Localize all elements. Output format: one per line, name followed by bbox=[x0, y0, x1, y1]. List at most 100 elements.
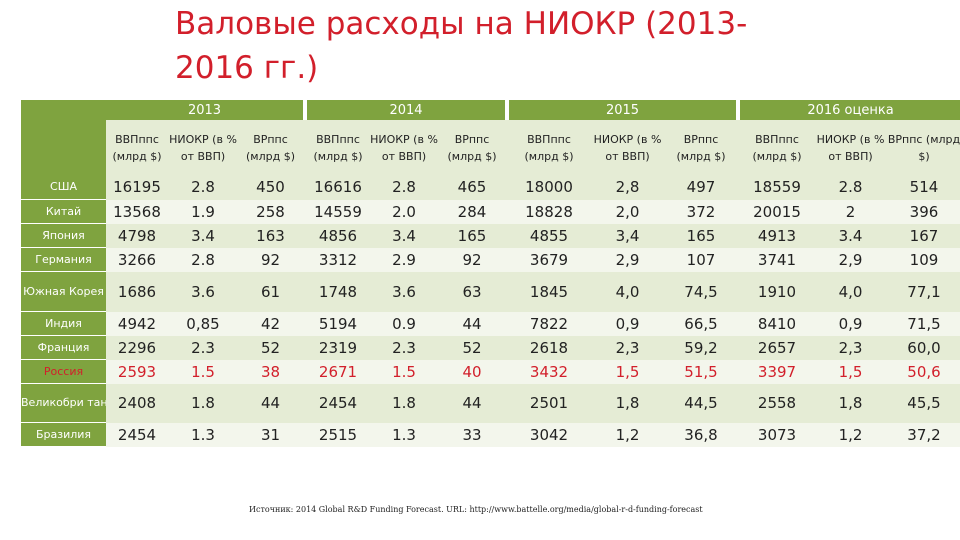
value-cell: 1.8 bbox=[369, 383, 439, 423]
value-cell: 1,2 bbox=[814, 422, 887, 447]
column-gap bbox=[303, 311, 307, 336]
column-gap bbox=[505, 120, 509, 175]
column-gap bbox=[303, 223, 307, 248]
column-gap bbox=[303, 422, 307, 447]
value-cell: 7822 bbox=[509, 311, 589, 336]
value-cell: 2408 bbox=[106, 383, 168, 423]
value-cell: 3,4 bbox=[589, 223, 666, 248]
value-cell: 3.4 bbox=[168, 223, 238, 248]
value-cell: 4913 bbox=[740, 223, 814, 248]
value-cell: 3266 bbox=[106, 247, 168, 272]
source-note: Источник: 2014 Global R&D Funding Foreca… bbox=[249, 505, 703, 514]
value-cell: 1686 bbox=[106, 271, 168, 312]
column-gap bbox=[505, 359, 509, 384]
column-gap bbox=[736, 223, 740, 248]
value-cell: 2558 bbox=[740, 383, 814, 423]
column-gap bbox=[505, 422, 509, 447]
column-header: НИОКР (в % от ВВП) bbox=[814, 120, 887, 175]
value-cell: 44 bbox=[439, 383, 505, 423]
value-cell: 165 bbox=[666, 223, 736, 248]
column-gap bbox=[736, 175, 740, 200]
value-cell: 4942 bbox=[106, 311, 168, 336]
column-header: ВВПппс (млрд $) bbox=[106, 120, 168, 175]
value-cell: 44,5 bbox=[666, 383, 736, 423]
value-cell: 3.4 bbox=[814, 223, 887, 248]
column-gap bbox=[303, 335, 307, 360]
column-gap bbox=[505, 175, 509, 200]
value-cell: 0.9 bbox=[369, 311, 439, 336]
value-cell: 2515 bbox=[307, 422, 369, 447]
value-cell: 2.0 bbox=[369, 199, 439, 224]
value-cell: 2.9 bbox=[369, 247, 439, 272]
value-cell: 2.8 bbox=[168, 175, 238, 200]
value-cell: 165 bbox=[439, 223, 505, 248]
value-cell: 497 bbox=[666, 175, 736, 200]
column-gap bbox=[303, 271, 307, 312]
column-gap bbox=[303, 175, 307, 200]
value-cell: 42 bbox=[238, 311, 303, 336]
value-cell: 4856 bbox=[307, 223, 369, 248]
value-cell: 2 bbox=[814, 199, 887, 224]
value-cell: 74,5 bbox=[666, 271, 736, 312]
value-cell: 163 bbox=[238, 223, 303, 248]
column-gap bbox=[736, 335, 740, 360]
table-row: Германия 3266 2.8 92 3312 2.9 92 3679 2,9 107 3741… bbox=[21, 247, 960, 272]
value-cell: 2,3 bbox=[814, 335, 887, 360]
value-cell: 0,9 bbox=[589, 311, 666, 336]
value-cell: 18559 bbox=[740, 175, 814, 200]
value-cell: 1,8 bbox=[814, 383, 887, 423]
value-cell: 77,1 bbox=[887, 271, 960, 312]
value-cell: 2.8 bbox=[168, 247, 238, 272]
country-label: Россия bbox=[21, 359, 106, 384]
value-cell: 0,9 bbox=[814, 311, 887, 336]
value-cell: 2,3 bbox=[589, 335, 666, 360]
value-cell: 167 bbox=[887, 223, 960, 248]
value-cell: 13568 bbox=[106, 199, 168, 224]
column-gap bbox=[736, 100, 740, 120]
value-cell: 8410 bbox=[740, 311, 814, 336]
subheader-corner bbox=[21, 120, 106, 175]
table-row: Россия 2593 1.5 38 2671 1.5 40 3432 1,5 51,5 3397 1… bbox=[21, 359, 960, 384]
value-cell: 20015 bbox=[740, 199, 814, 224]
value-cell: 514 bbox=[887, 175, 960, 200]
header-corner bbox=[21, 100, 106, 120]
value-cell: 1,5 bbox=[814, 359, 887, 384]
value-cell: 107 bbox=[666, 247, 736, 272]
value-cell: 44 bbox=[439, 311, 505, 336]
column-gap bbox=[505, 247, 509, 272]
value-cell: 2,9 bbox=[589, 247, 666, 272]
value-cell: 2,0 bbox=[589, 199, 666, 224]
column-gap bbox=[736, 359, 740, 384]
value-cell: 31 bbox=[238, 422, 303, 447]
value-cell: 4,0 bbox=[814, 271, 887, 312]
value-cell: 92 bbox=[439, 247, 505, 272]
value-cell: 2.3 bbox=[369, 335, 439, 360]
column-gap bbox=[736, 199, 740, 224]
value-cell: 52 bbox=[238, 335, 303, 360]
column-gap bbox=[736, 422, 740, 447]
value-cell: 3073 bbox=[740, 422, 814, 447]
value-cell: 1,5 bbox=[589, 359, 666, 384]
value-cell: 1748 bbox=[307, 271, 369, 312]
column-header: ВРппс (млрд $) bbox=[238, 120, 303, 175]
value-cell: 450 bbox=[238, 175, 303, 200]
column-gap bbox=[505, 199, 509, 224]
column-gap bbox=[505, 383, 509, 423]
value-cell: 2,9 bbox=[814, 247, 887, 272]
column-header: НИОКР (в % от ВВП) bbox=[168, 120, 238, 175]
value-cell: 60,0 bbox=[887, 335, 960, 360]
table-row: Бразилия 2454 1.3 31 2515 1.3 33 3042 1,2 36,8 307… bbox=[21, 422, 960, 447]
value-cell: 63 bbox=[439, 271, 505, 312]
value-cell: 4855 bbox=[509, 223, 589, 248]
country-label: Германия bbox=[21, 247, 106, 272]
value-cell: 1910 bbox=[740, 271, 814, 312]
year-header: 2014 bbox=[307, 100, 505, 120]
country-label: Франция bbox=[21, 335, 106, 360]
column-header: ВВПппс (млрд $) bbox=[740, 120, 814, 175]
value-cell: 51,5 bbox=[666, 359, 736, 384]
value-cell: 1.3 bbox=[168, 422, 238, 447]
value-cell: 1,8 bbox=[589, 383, 666, 423]
value-cell: 2296 bbox=[106, 335, 168, 360]
value-cell: 2454 bbox=[307, 383, 369, 423]
value-cell: 465 bbox=[439, 175, 505, 200]
